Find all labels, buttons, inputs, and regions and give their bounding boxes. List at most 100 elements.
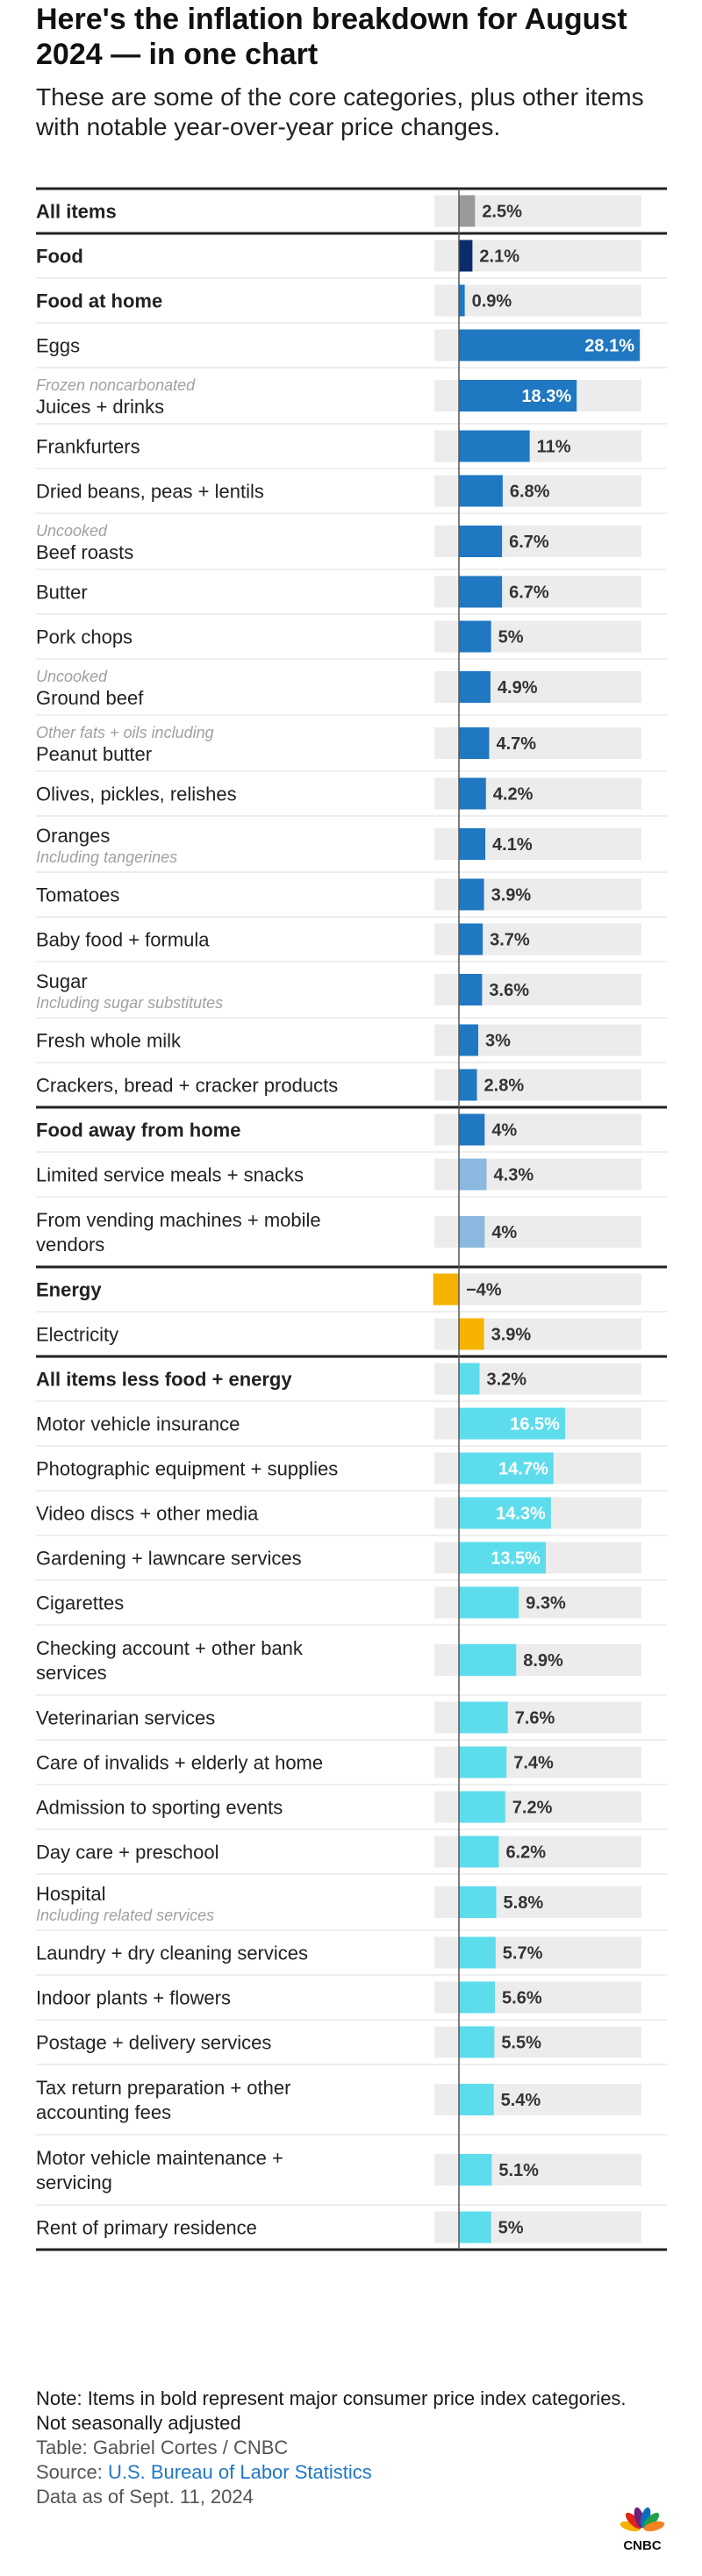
data-label: 14.3% [496,1505,546,1524]
row-label: Tax return preparation + other [36,2077,290,2099]
footer-source: Source: U.S. Bureau of Labor Statistics [36,2460,650,2485]
row-label: services [36,1662,107,1684]
data-label: 3.9% [491,886,532,905]
data-label: 4% [491,1121,517,1141]
row-label: Motor vehicle insurance [36,1413,240,1435]
data-label: 5.6% [502,1989,542,2008]
data-label: 5.4% [501,2091,541,2110]
inflation-bar-chart: 2.5% All items 2.1% Food 0.9% Food at home 28.… [36,187,667,2251]
data-label: 4.3% [494,1166,534,1185]
row-label: Indoor plants + flowers [36,1987,231,2009]
data-label: 5.5% [501,2034,541,2053]
bar [459,828,486,860]
row-label: Energy [36,1279,102,1301]
row-sublabel: Uncooked [36,522,108,540]
row-label: Checking account + other bank [36,1637,304,1659]
bar [459,1701,508,1734]
row-label: Rent of primary residence [36,2217,257,2239]
row-label: Hospital [36,1883,105,1905]
data-label: 6.2% [505,1843,546,1863]
row-label: Eggs [36,335,80,357]
bar [459,671,491,703]
row-label: Beef roasts [36,541,133,563]
row-label: Peanut butter [36,743,152,765]
cnbc-logo: CNBC [614,2503,670,2553]
bar [459,1318,484,1350]
bar [459,1981,496,2014]
data-label: 5.8% [504,1893,544,1913]
row-label: Electricity [36,1324,118,1346]
bar [459,380,577,411]
row-label: Food away from home [36,1120,240,1141]
row-label: Postage + delivery services [36,2032,271,2054]
data-label: 4.1% [492,835,533,855]
bar [459,195,476,227]
row-label: Laundry + dry cleaning services [36,1943,308,1964]
data-label: 8.9% [523,1651,563,1671]
data-label: 9.3% [526,1594,566,1614]
data-label: 2.5% [482,203,522,222]
bar [459,526,503,557]
row-sublabel: Other fats + oils including [36,724,214,741]
bar [459,1835,499,1868]
row-label: Veterinarian services [36,1707,215,1729]
row-label: servicing [36,2172,112,2193]
data-label: 6.8% [510,483,550,502]
row-label: Food at home [36,290,162,312]
data-label: 3.9% [491,1326,532,1345]
row-label: Sugar [36,970,88,992]
data-label: 14.7% [498,1460,548,1479]
chart-subtitle: These are some of the core categories, p… [36,83,644,140]
row-sublabel: Including tangerines [36,848,177,866]
data-label: 3.2% [486,1370,526,1390]
data-label: 3.7% [490,931,530,950]
source-link[interactable]: U.S. Bureau of Labor Statistics [107,2461,372,2483]
row-sublabel: Including related services [36,1907,214,1924]
data-label: 2.8% [484,1077,525,1096]
bar [459,1542,546,1574]
footer-date: Data as of Sept. 11, 2024 [36,2486,254,2508]
bar [459,1113,485,1146]
bar [459,430,530,462]
data-label: 6.7% [509,533,549,552]
row-sublabel: Uncooked [36,668,108,685]
data-label: 3.6% [489,981,529,1000]
footer: Note: Items in bold represent major cons… [36,2386,650,2509]
data-label: 5% [498,628,524,648]
row-label: Limited service meals + snacks [36,1164,304,1186]
bar [459,1158,487,1191]
data-label: 7.6% [515,1709,555,1728]
data-label: 2.1% [479,247,519,267]
row-label: Food [36,246,83,268]
row-sublabel: Frozen noncarbonated [36,376,196,394]
bar [459,777,486,810]
bar [459,1497,551,1529]
row-label: Frankfurters [36,436,140,458]
row-label: Butter [36,582,88,604]
footer-note: Note: Items in bold represent major cons… [36,2387,627,2409]
bar [459,727,490,759]
chart-title: Here's the inflation breakdown for Augus… [36,3,627,71]
bar [459,2211,491,2243]
row-label: Day care + preschool [36,1842,219,1864]
bar [459,1069,477,1101]
bar [459,1586,519,1619]
row-label: Motor vehicle maintenance + [36,2147,283,2169]
bar [459,1936,496,1969]
row-label: Dried beans, peas + lentils [36,481,264,503]
row-label: Video discs + other media [36,1503,259,1525]
row-label: Fresh whole milk [36,1030,182,1052]
bar [459,2084,494,2115]
data-label: −4% [466,1281,502,1300]
bar [433,1273,459,1306]
bar [459,1407,565,1440]
footer-credit: Table: Gabriel Cortes / CNBC [36,2436,289,2458]
data-label: 18.3% [521,387,571,406]
data-label: 16.5% [510,1415,560,1435]
row-label: Olives, pickles, relishes [36,784,237,805]
row-label: All items less food + energy [36,1369,292,1391]
row-label: accounting fees [36,2101,171,2123]
row-label: Care of invalids + elderly at home [36,1752,323,1774]
bar [459,1791,505,1823]
row-label: Cigarettes [36,1592,124,1614]
